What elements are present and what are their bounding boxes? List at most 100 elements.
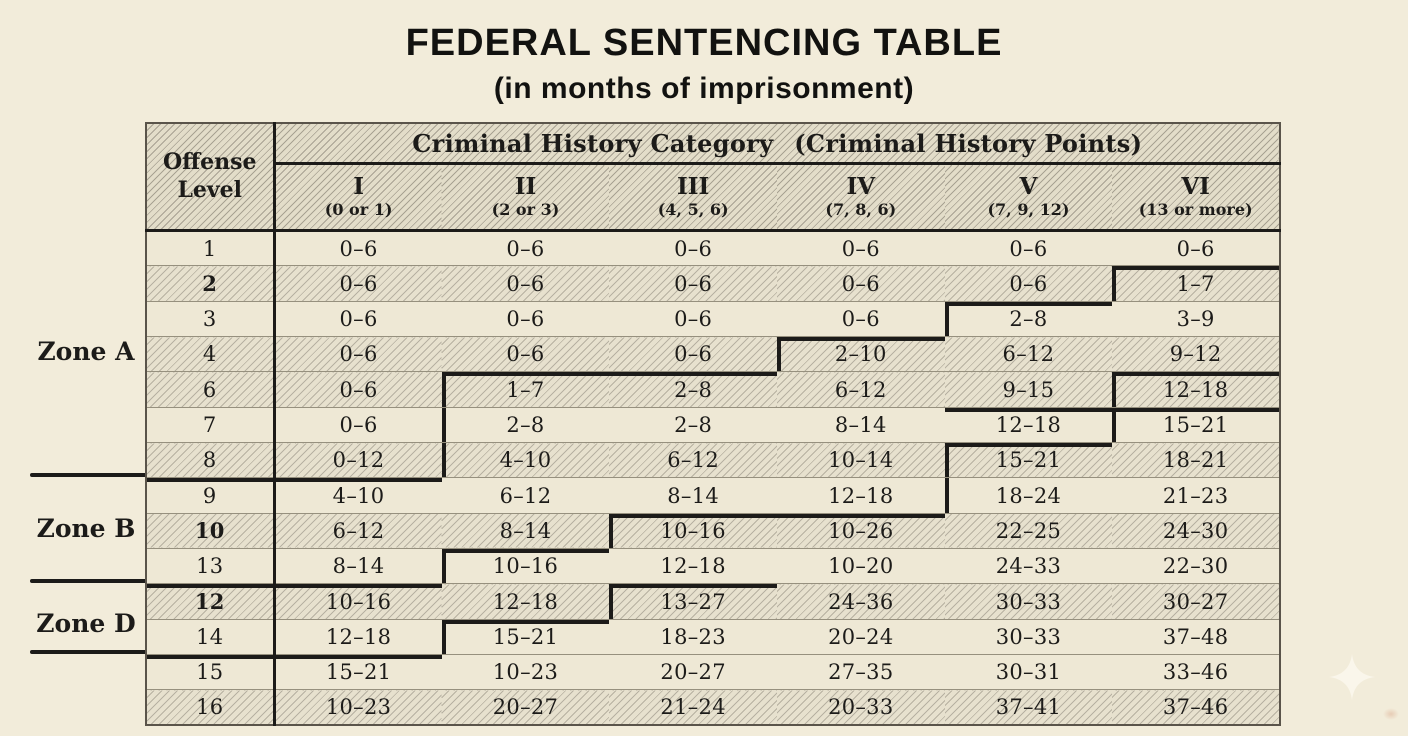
range-cell: 0–6 <box>609 336 777 372</box>
table-row-level-4: 4 0–6 0–6 0–6 2–10 6–12 9–12 <box>146 336 1280 372</box>
range-cell: 20–27 <box>609 654 777 690</box>
range-cell: 0–6 <box>609 229 777 266</box>
range-cell: 6–12 <box>776 371 945 408</box>
offense-level-cell: 13 <box>146 548 276 584</box>
range-cell: 10–20 <box>776 548 945 584</box>
range-cell: 1–7 <box>1112 265 1280 302</box>
offense-level-cell: 3 <box>146 300 276 337</box>
range-cell: 12–18 <box>1112 371 1280 408</box>
range-cell: 37–41 <box>944 689 1113 726</box>
range-cell: 24–36 <box>776 583 945 620</box>
range-cell: 8–14 <box>441 512 610 549</box>
range-cell: 6–12 <box>944 336 1113 372</box>
offense-level-cell: 2 <box>146 265 276 302</box>
range-cell: 4–10 <box>441 442 610 478</box>
range-cell: 0–6 <box>441 336 610 372</box>
table-row-level-12: 12 10–16 12–18 13–27 24–36 30–33 30–27 <box>146 583 1280 620</box>
zone-b-boundary-line <box>30 579 147 583</box>
range-cell: 15–21 <box>274 654 442 690</box>
range-cell: 8–14 <box>274 548 442 584</box>
offense-level-cell: 9 <box>146 477 276 514</box>
range-cell: 0–6 <box>776 265 945 302</box>
range-cell: 20–27 <box>441 689 610 726</box>
range-cell: 0–6 <box>609 300 777 337</box>
offense-level-cell: 12 <box>146 583 276 620</box>
range-cell: 8–14 <box>776 406 945 443</box>
range-cell: 0–12 <box>274 442 442 478</box>
column-points: (13 or more) <box>1138 200 1253 220</box>
sparkle-icon <box>1329 654 1375 700</box>
range-cell: 21–24 <box>609 689 777 726</box>
range-cell: 10–16 <box>609 512 777 549</box>
range-cell: 0–6 <box>944 229 1113 266</box>
range-cell: 0–6 <box>441 265 610 302</box>
corner-header-line2: Level <box>177 176 243 203</box>
range-cell: 0–6 <box>274 300 442 337</box>
range-cell: 0–6 <box>944 265 1113 302</box>
offense-level-cell: 1 <box>146 229 276 266</box>
column-points: (4, 5, 6) <box>657 200 729 220</box>
offense-level-cell: 4 <box>146 336 276 372</box>
range-cell: 10–16 <box>441 548 610 584</box>
range-cell: 0–6 <box>274 229 442 266</box>
range-cell: 27–35 <box>776 654 945 690</box>
table-row-level-2: 2 0–6 0–6 0–6 0–6 0–6 1–7 <box>146 265 1280 302</box>
range-cell: 10–26 <box>776 512 945 549</box>
zone-a-boundary-line <box>30 473 147 477</box>
table-row-level-13: 13 8–14 10–16 12–18 10–20 24–33 22–30 <box>146 548 1280 584</box>
offense-level-cell: 6 <box>146 371 276 408</box>
column-numeral: VI <box>1181 172 1210 200</box>
column-header-II: II (2 or 3) <box>441 163 610 232</box>
zone-label-b: Zone B <box>36 514 136 543</box>
table-row-level-16: 16 10–23 20–27 21–24 20–33 37–41 37–46 <box>146 689 1280 726</box>
range-cell: 2–8 <box>609 371 777 408</box>
group-header: Criminal History Category (Criminal Hist… <box>274 123 1280 165</box>
range-cell: 18–23 <box>609 618 777 655</box>
range-cell: 0–6 <box>776 229 945 266</box>
range-cell: 20–24 <box>776 618 945 655</box>
range-cell: 0–6 <box>274 371 442 408</box>
range-cell: 13–27 <box>609 583 777 620</box>
range-cell: 30–31 <box>944 654 1113 690</box>
sentencing-table: Offense Level Criminal History Category … <box>145 122 1281 727</box>
offense-level-cell: 7 <box>146 406 276 443</box>
column-numeral: III <box>677 172 710 200</box>
range-cell: 10–23 <box>274 689 442 726</box>
range-cell: 15–21 <box>1112 406 1280 443</box>
range-cell: 37–48 <box>1112 618 1280 655</box>
range-cell: 9–12 <box>1112 336 1280 372</box>
range-cell: 2–8 <box>944 300 1113 337</box>
column-numeral: II <box>514 172 537 200</box>
range-cell: 10–16 <box>274 583 442 620</box>
range-cell: 18–24 <box>944 477 1113 514</box>
range-cell: 6–12 <box>274 512 442 549</box>
range-cell: 3–9 <box>1112 300 1280 337</box>
range-cell: 6–12 <box>609 442 777 478</box>
range-cell: 20–33 <box>776 689 945 726</box>
column-header-VI: VI (13 or more) <box>1112 163 1280 232</box>
range-cell: 0–6 <box>274 406 442 443</box>
column-points: (7, 8, 6) <box>825 200 897 220</box>
column-header-V: V (7, 9, 12) <box>944 163 1113 232</box>
range-cell: 33–46 <box>1112 654 1280 690</box>
table-row-level-3: 3 0–6 0–6 0–6 0–6 2–8 3–9 <box>146 300 1280 337</box>
column-numeral: IV <box>846 172 876 200</box>
offense-level-cell: 14 <box>146 618 276 655</box>
range-cell: 0–6 <box>274 336 442 372</box>
range-cell: 4–10 <box>274 477 442 514</box>
range-cell: 2–10 <box>776 336 945 372</box>
table-row-level-14: 14 12–18 15–21 18–23 20–24 30–33 37–48 <box>146 618 1280 655</box>
column-points: (0 or 1) <box>324 200 393 220</box>
range-cell: 22–30 <box>1112 548 1280 584</box>
range-cell: 0–6 <box>274 265 442 302</box>
range-cell: 6–12 <box>441 477 610 514</box>
range-cell: 12–18 <box>776 477 945 514</box>
range-cell: 0–6 <box>1112 229 1280 266</box>
range-cell: 21–23 <box>1112 477 1280 514</box>
corner-header-offense-level: Offense Level <box>146 123 276 232</box>
column-numeral: V <box>1019 172 1038 200</box>
range-cell: 37–46 <box>1112 689 1280 726</box>
paper-blemish <box>1383 708 1399 720</box>
range-cell: 0–6 <box>776 300 945 337</box>
range-cell: 1–7 <box>441 371 610 408</box>
